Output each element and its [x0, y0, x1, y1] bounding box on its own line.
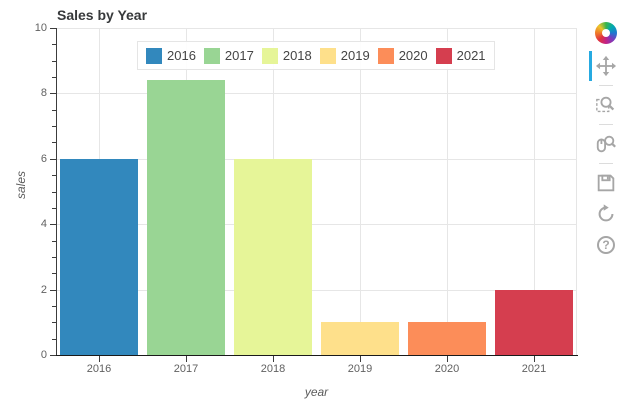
x-tick-label: 2021	[521, 363, 547, 375]
legend-label: 2020	[398, 48, 428, 63]
y-tick-label: 6	[40, 153, 47, 165]
legend-swatch	[261, 47, 278, 64]
legend-swatch	[377, 47, 394, 64]
h-gridline	[56, 290, 577, 291]
box-zoom-tool-button[interactable]	[593, 93, 619, 117]
x-tick-label: 2018	[260, 363, 286, 375]
y-minor-tick	[52, 110, 56, 111]
v-gridline	[534, 28, 535, 355]
x-major-tick	[99, 356, 100, 362]
y-major-tick	[50, 290, 56, 291]
v-gridline	[447, 28, 448, 355]
x-major-tick	[534, 356, 535, 362]
legend-item: 2018	[261, 47, 312, 64]
y-minor-tick	[52, 192, 56, 193]
y-major-tick	[50, 28, 56, 29]
wheel-zoom-icon	[596, 135, 616, 153]
pan-tool-button[interactable]	[589, 51, 619, 81]
y-minor-tick	[52, 322, 56, 323]
save-tool-button[interactable]	[593, 171, 619, 195]
legend-swatch	[203, 47, 220, 64]
h-gridline	[56, 159, 577, 160]
legend-label: 2019	[340, 48, 370, 63]
bokeh-logo[interactable]	[595, 22, 617, 44]
legend-item: 2020	[377, 47, 428, 64]
legend-item: 2019	[319, 47, 370, 64]
x-major-tick	[447, 356, 448, 362]
y-tick-label: 4	[40, 218, 47, 230]
y-tick-label: 8	[40, 87, 47, 99]
h-gridline	[56, 224, 577, 225]
x-tick-label: 2016	[86, 363, 112, 375]
h-gridline	[56, 28, 577, 29]
y-minor-tick	[52, 208, 56, 209]
active-tool-indicator	[589, 51, 592, 81]
x-major-tick	[186, 356, 187, 362]
reset-tool-button[interactable]	[593, 202, 619, 226]
y-minor-tick	[52, 306, 56, 307]
bar-2016	[60, 159, 138, 355]
plot-canvas[interactable]	[56, 28, 577, 355]
x-tick-label: 2019	[347, 363, 373, 375]
legend-item: 2021	[435, 47, 486, 64]
y-minor-tick	[52, 339, 56, 340]
toolbar-separator	[599, 124, 613, 125]
bar-2019	[321, 322, 399, 355]
wheel-zoom-tool-button[interactable]	[593, 132, 619, 156]
y-minor-tick	[52, 61, 56, 62]
pan-icon	[595, 55, 617, 77]
chart-title: Sales by Year	[57, 7, 148, 23]
bokeh-toolbar: ?	[586, 22, 626, 257]
y-tick-label: 0	[40, 349, 47, 361]
legend-label: 2017	[224, 48, 254, 63]
y-minor-tick	[52, 77, 56, 78]
toolbar-separator	[599, 85, 613, 86]
y-axis-line	[56, 28, 57, 356]
legend-item: 2016	[146, 47, 196, 64]
bar-2018	[234, 159, 312, 355]
bar-2020	[408, 322, 486, 355]
x-major-tick	[360, 356, 361, 362]
legend-label: 2016	[167, 48, 196, 63]
y-minor-tick	[52, 273, 56, 274]
y-major-tick	[50, 93, 56, 94]
bar-2017	[147, 80, 225, 355]
bar-2021	[495, 290, 573, 355]
y-minor-tick	[52, 175, 56, 176]
legend-item: 2017	[203, 47, 254, 64]
y-minor-tick	[52, 142, 56, 143]
legend-swatch	[319, 47, 336, 64]
legend-label: 2021	[456, 48, 486, 63]
legend-label: 2018	[282, 48, 312, 63]
legend: 2016 2017 2018 2019 2020 2021	[137, 41, 495, 70]
bokeh-logo-hole	[602, 29, 610, 37]
help-icon: ?	[597, 236, 615, 254]
help-tool-button[interactable]: ?	[593, 233, 619, 257]
y-minor-tick	[52, 44, 56, 45]
x-tick-label: 2020	[434, 363, 460, 375]
y-minor-tick	[52, 241, 56, 242]
y-tick-label: 2	[40, 284, 47, 296]
y-major-tick	[50, 355, 56, 356]
reset-icon	[598, 204, 614, 222]
x-axis-label: year	[304, 385, 329, 399]
y-tick-label: 10	[34, 22, 47, 34]
x-axis-line	[56, 355, 578, 356]
y-major-tick	[50, 224, 56, 225]
legend-swatch	[146, 47, 162, 64]
v-gridline	[360, 28, 361, 355]
y-axis-label: sales	[14, 171, 28, 200]
legend-swatch	[435, 47, 452, 64]
y-minor-tick	[52, 126, 56, 127]
x-tick-label: 2017	[173, 363, 199, 375]
x-major-tick	[273, 356, 274, 362]
save-icon	[597, 174, 615, 192]
y-major-tick	[50, 159, 56, 160]
y-minor-tick	[52, 257, 56, 258]
toolbar-separator	[599, 163, 613, 164]
h-gridline	[56, 93, 577, 94]
box-zoom-icon	[596, 96, 615, 113]
